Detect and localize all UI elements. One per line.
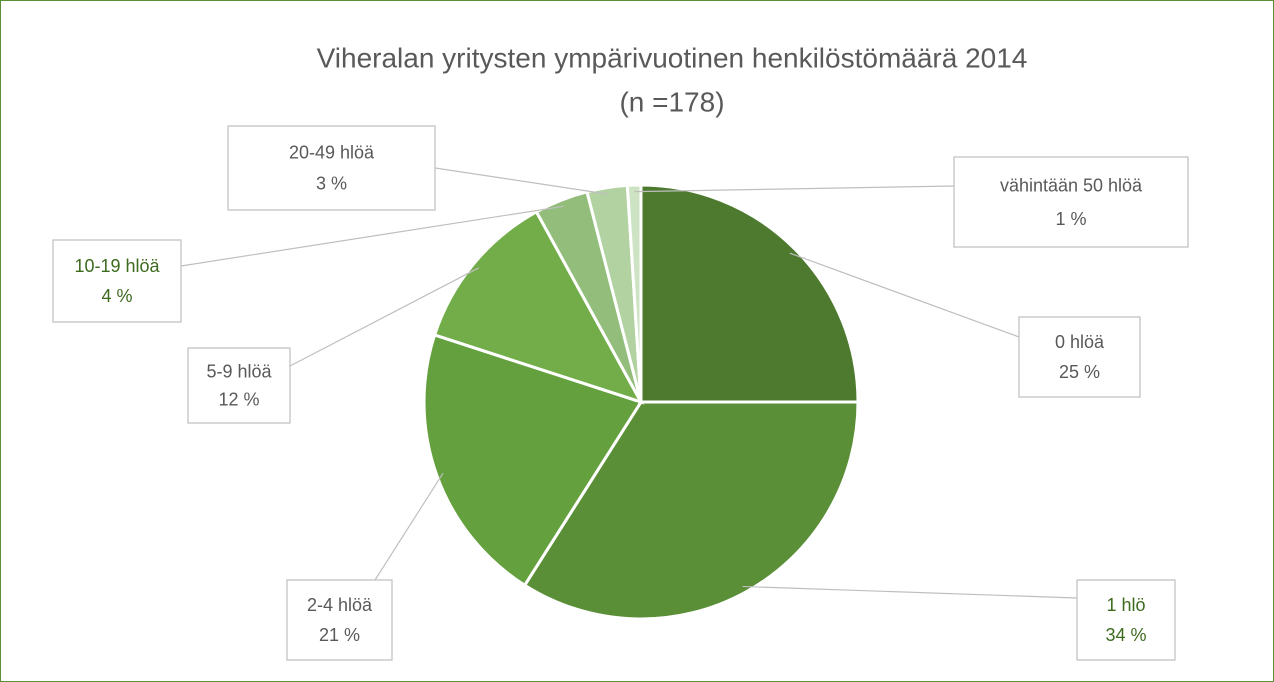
leader-line [434,167,609,195]
data-label-category: 0 hlöä [1055,332,1105,352]
label-box [1076,579,1176,661]
leader-line [289,267,480,367]
data-label-value: 34 % [1105,625,1146,645]
label-box [227,125,436,211]
chart-subtitle: (n =178) [619,86,724,117]
label-box [1018,316,1141,398]
leader-line [634,185,955,193]
chart-title: Viheralan yritysten ympärivuotinen henki… [317,42,1028,73]
pie-slice [422,333,644,588]
data-label-value: 1 % [1055,209,1086,229]
data-label-category: 1 hlö [1106,595,1145,615]
data-label-value: 12 % [218,389,259,409]
leader-line [374,472,444,581]
pie-slice [639,183,860,404]
data-label-category: 2-4 hlöä [307,595,373,615]
leader-line [789,252,1020,338]
data-label-category: vähintään 50 hlöä [1000,175,1143,195]
data-label-value: 4 % [101,286,132,306]
label-box [286,579,393,661]
data-label-category: 10-19 hlöä [74,256,160,276]
data-label-category: 20-49 hlöä [289,142,375,162]
label-box [953,156,1189,248]
data-label-value: 25 % [1059,362,1100,382]
label-box [187,347,291,424]
leader-line [180,205,564,267]
data-label-category: 5-9 hlöä [206,362,272,382]
pie-slice [625,183,643,403]
leader-line [742,585,1078,599]
data-label-value: 3 % [316,174,347,194]
data-label-value: 21 % [319,625,360,645]
label-box [52,239,182,323]
pie-slice [432,209,645,405]
